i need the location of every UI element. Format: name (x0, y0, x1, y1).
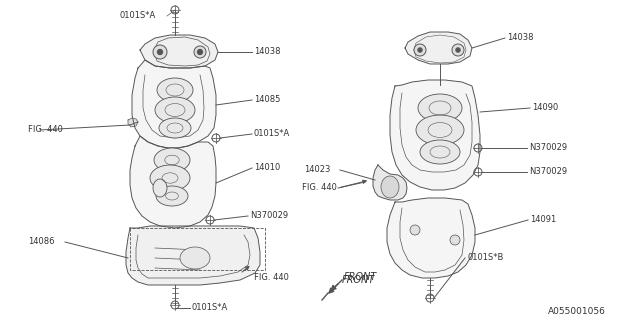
Text: FIG. 440: FIG. 440 (28, 125, 63, 134)
Ellipse shape (159, 118, 191, 138)
Polygon shape (126, 226, 260, 285)
Polygon shape (373, 165, 407, 200)
Ellipse shape (150, 165, 190, 191)
Text: FIG. 440: FIG. 440 (254, 274, 289, 283)
Text: 14038: 14038 (507, 34, 534, 43)
Circle shape (452, 44, 464, 56)
Ellipse shape (157, 78, 193, 102)
Text: FRONT: FRONT (342, 275, 375, 285)
Text: 14023: 14023 (304, 165, 330, 174)
Text: 0101S*A: 0101S*A (120, 12, 156, 20)
Text: 0101S*B: 0101S*B (467, 253, 504, 262)
Circle shape (157, 49, 163, 55)
Ellipse shape (416, 115, 464, 145)
Polygon shape (405, 32, 472, 64)
Polygon shape (128, 118, 138, 127)
Ellipse shape (180, 247, 210, 269)
Circle shape (456, 47, 461, 52)
Text: N370029: N370029 (250, 212, 288, 220)
Ellipse shape (420, 140, 460, 164)
Text: 14090: 14090 (532, 103, 558, 113)
Circle shape (153, 45, 167, 59)
Text: 14091: 14091 (530, 215, 556, 225)
Text: FRONT: FRONT (344, 272, 377, 282)
Polygon shape (130, 136, 216, 228)
Text: FIG. 440: FIG. 440 (302, 183, 337, 193)
Polygon shape (390, 80, 480, 190)
Text: 14085: 14085 (254, 95, 280, 105)
Text: A055001056: A055001056 (548, 308, 606, 316)
Circle shape (194, 46, 206, 58)
Ellipse shape (156, 186, 188, 206)
Text: 14086: 14086 (28, 237, 54, 246)
Circle shape (410, 225, 420, 235)
Text: 0101S*A: 0101S*A (192, 303, 228, 313)
Text: 14010: 14010 (254, 164, 280, 172)
Circle shape (450, 235, 460, 245)
Polygon shape (132, 60, 216, 148)
Circle shape (417, 47, 422, 52)
Text: 14038: 14038 (254, 47, 280, 57)
Ellipse shape (153, 179, 167, 197)
Text: 0101S*A: 0101S*A (254, 130, 291, 139)
Ellipse shape (381, 176, 399, 198)
Polygon shape (140, 35, 218, 68)
Polygon shape (387, 198, 475, 278)
Ellipse shape (155, 97, 195, 123)
Circle shape (197, 49, 203, 55)
Text: N370029: N370029 (529, 143, 567, 153)
Ellipse shape (418, 94, 462, 122)
Text: N370029: N370029 (529, 167, 567, 177)
Circle shape (414, 44, 426, 56)
Ellipse shape (154, 148, 190, 172)
